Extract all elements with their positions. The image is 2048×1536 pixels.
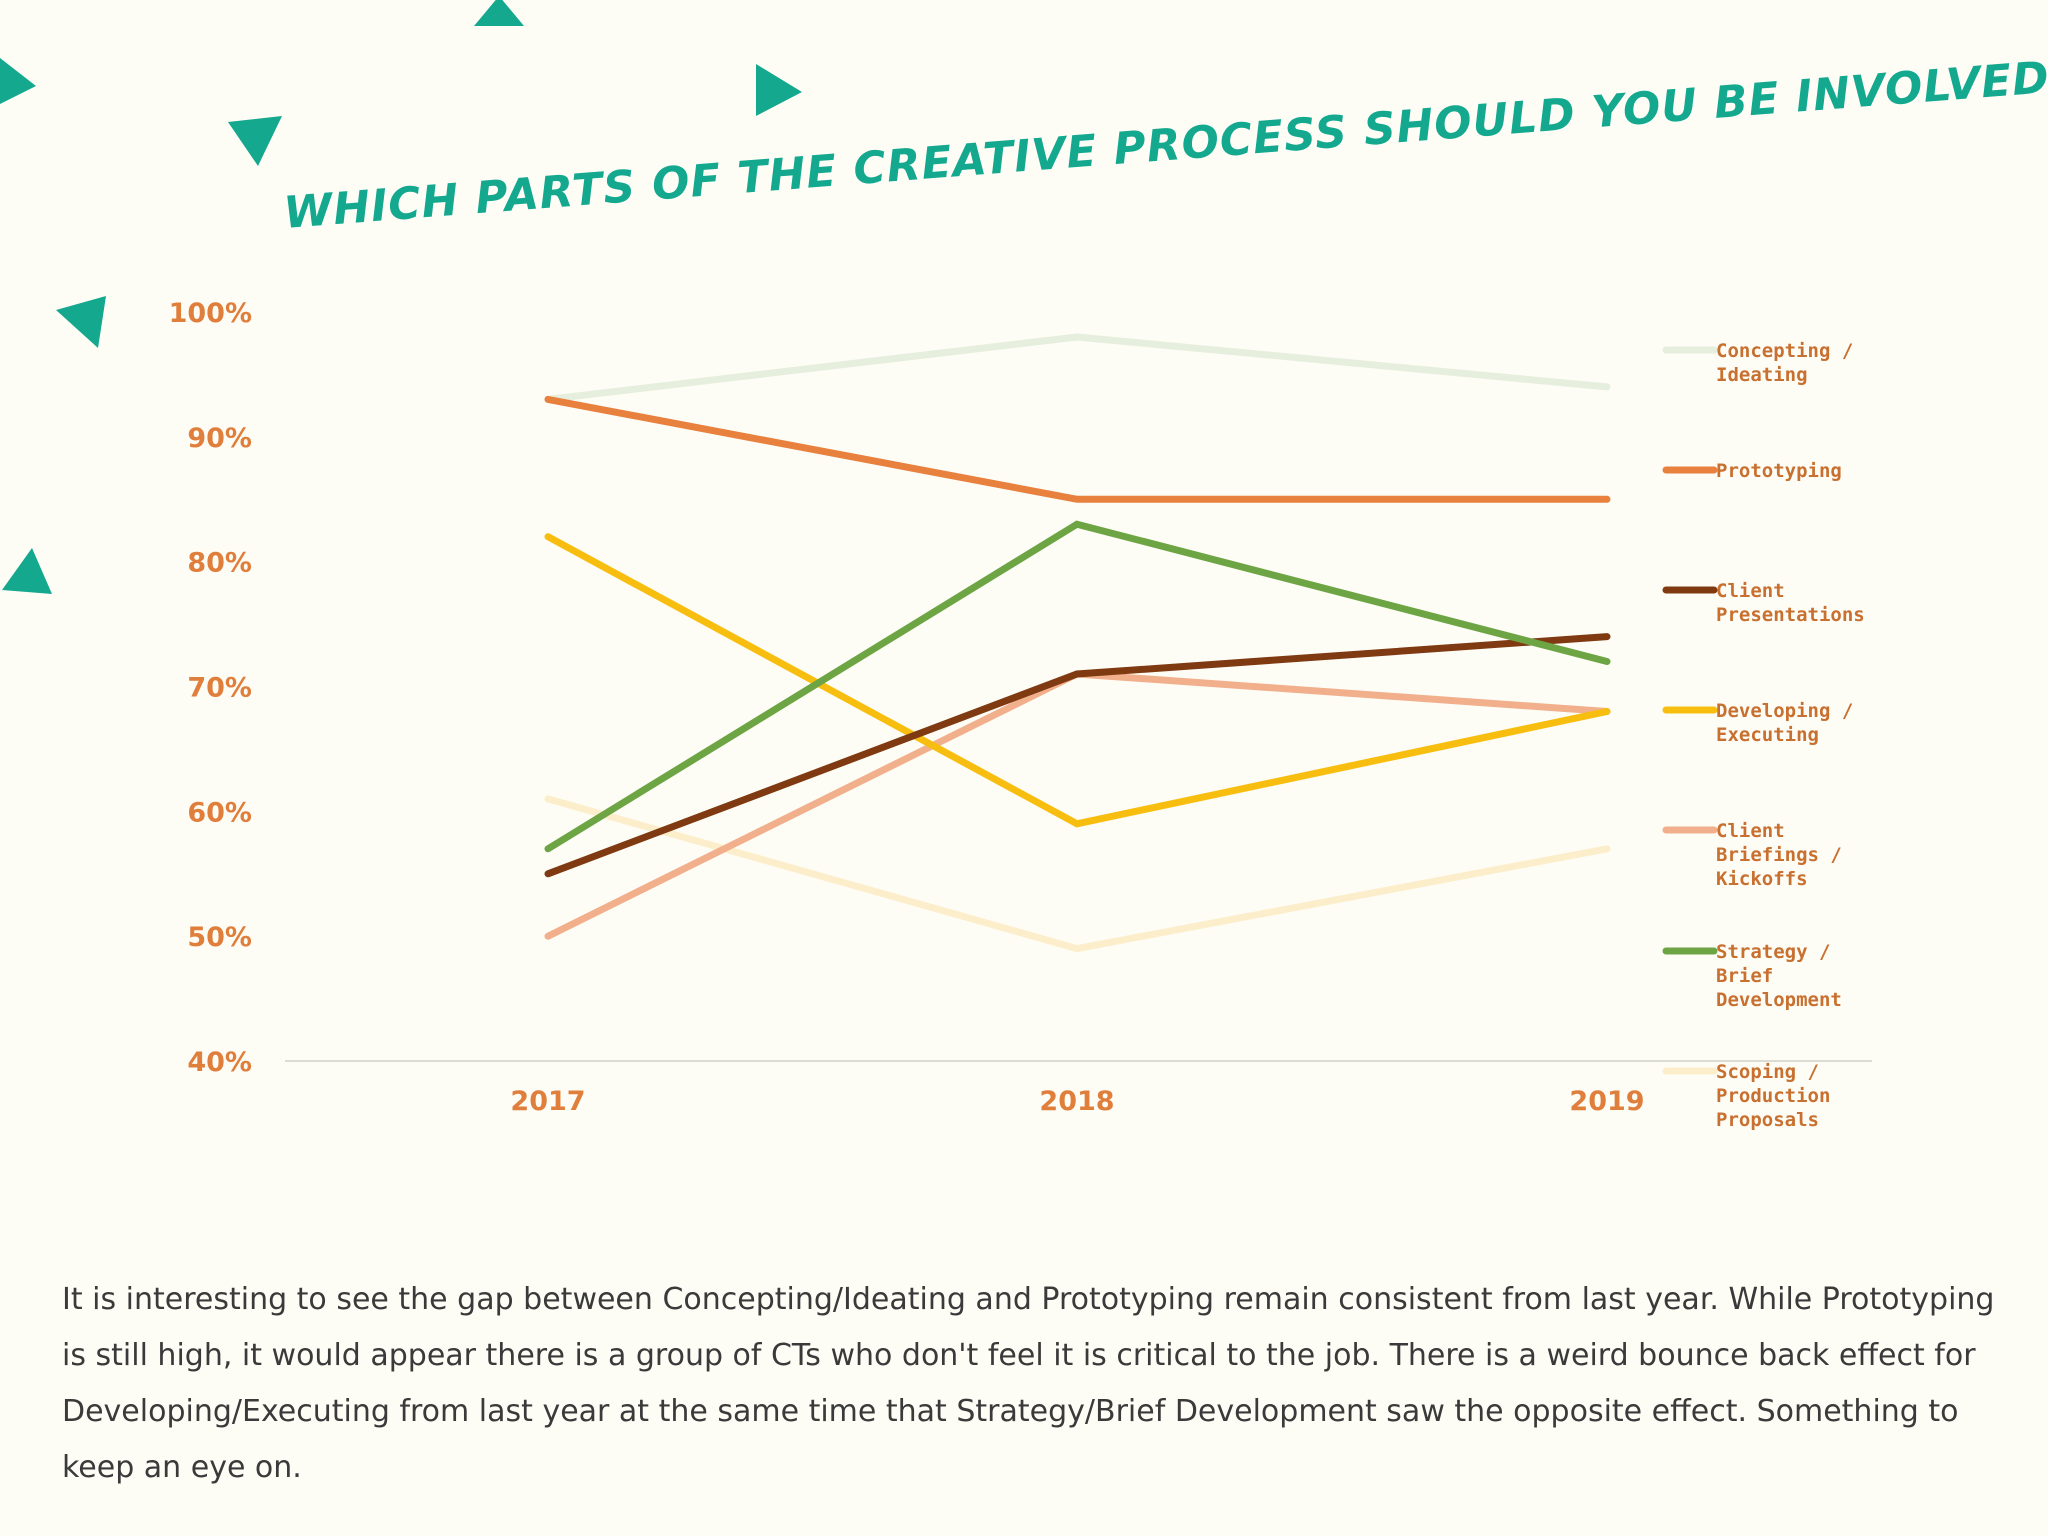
data-point xyxy=(544,795,552,803)
data-point xyxy=(1603,845,1611,852)
legend-label: Concepting / Ideating xyxy=(1716,340,1853,386)
x-tick-label: 2017 xyxy=(510,1086,585,1117)
data-point xyxy=(544,870,552,877)
y-tick-label: 40% xyxy=(187,1047,252,1078)
legend-label: Prototyping xyxy=(1716,460,1842,482)
data-point xyxy=(1073,496,1081,503)
legend-item: Client Presentations xyxy=(1662,580,1865,626)
series-line xyxy=(544,333,1611,403)
data-point xyxy=(1603,496,1611,503)
legend-label: Client Presentations xyxy=(1716,580,1865,626)
decorative-triangle xyxy=(0,58,36,104)
data-point xyxy=(1603,383,1611,391)
decorative-triangle xyxy=(228,116,282,166)
x-axis: 2017 2018 2019 xyxy=(510,1086,1644,1117)
x-tick-label: 2019 xyxy=(1569,1086,1644,1117)
series-line xyxy=(544,520,1611,853)
data-point xyxy=(1073,521,1081,528)
data-point xyxy=(1073,333,1081,341)
legend-item: Developing / Executing xyxy=(1662,700,1853,746)
data-point xyxy=(1603,708,1611,715)
series-lines xyxy=(544,333,1611,953)
data-point xyxy=(544,845,552,852)
legend-item: Prototyping xyxy=(1662,460,1842,482)
series-line xyxy=(544,670,1611,940)
y-tick-label: 60% xyxy=(187,797,252,828)
data-point xyxy=(1603,658,1611,665)
y-tick-label: 100% xyxy=(169,298,252,329)
legend-item: Scoping / Production Proposals xyxy=(1662,1061,1830,1131)
decorative-triangle xyxy=(56,296,106,348)
y-axis: 100% 90% 80% 70% 60% 50% 40% xyxy=(169,298,252,1078)
decorative-triangle xyxy=(2,548,52,594)
legend: Concepting / Ideating Prototyping Client Pre… xyxy=(1662,340,1865,1131)
chart-title: WHICH PARTS OF THE CREATIVE PROCESS SHOU… xyxy=(282,45,2048,239)
data-point xyxy=(1603,633,1611,640)
legend-label: Developing / Executing xyxy=(1716,700,1853,746)
data-point xyxy=(544,533,552,540)
series-line xyxy=(544,395,1611,503)
y-tick-label: 90% xyxy=(187,423,252,454)
data-point xyxy=(544,933,552,940)
data-point xyxy=(1073,945,1081,952)
data-point xyxy=(544,396,552,403)
legend-item: Strategy / Brief Development xyxy=(1662,941,1842,1011)
legend-label: Client Briefings / Kickoffs xyxy=(1716,820,1842,890)
decoration-layer xyxy=(0,0,802,594)
decorative-triangle xyxy=(756,64,802,116)
legend-item: Client Briefings / Kickoffs xyxy=(1662,820,1842,890)
data-point xyxy=(1073,670,1081,678)
x-tick-label: 2018 xyxy=(1039,1086,1114,1117)
y-tick-label: 50% xyxy=(187,922,252,953)
data-point xyxy=(1073,820,1081,827)
legend-label: Scoping / Production Proposals xyxy=(1716,1061,1830,1131)
series-line xyxy=(544,533,1611,828)
commentary-paragraph: It is interesting to see the gap between… xyxy=(62,1282,1995,1485)
y-tick-label: 70% xyxy=(187,673,252,704)
legend-item: Concepting / Ideating xyxy=(1662,340,1853,386)
legend-label: Strategy / Brief Development xyxy=(1716,941,1842,1011)
y-tick-label: 80% xyxy=(187,548,252,579)
decorative-triangle xyxy=(474,0,524,26)
